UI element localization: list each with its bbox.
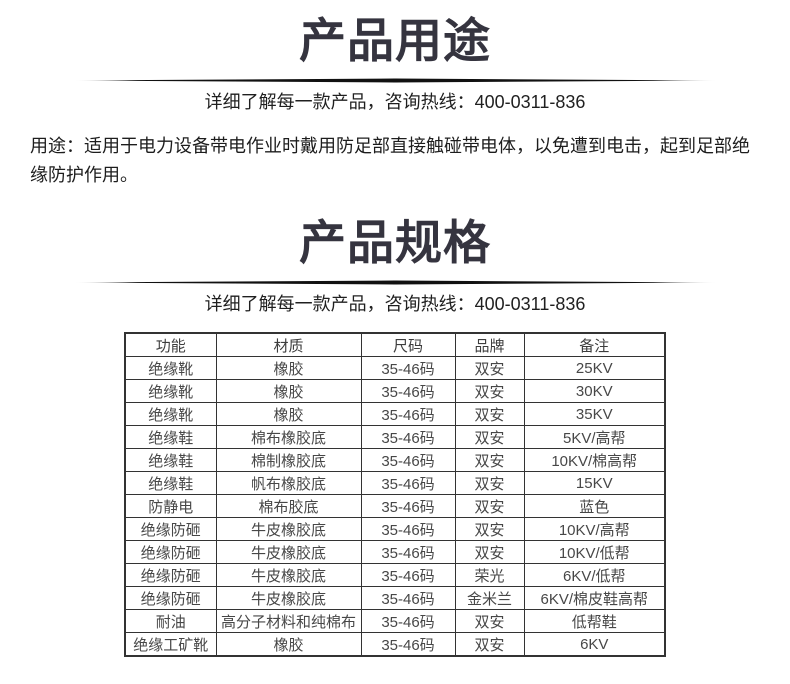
table-cell: 棉布橡胶底 [215,425,362,449]
table-header-row: 功能 材质 尺码 品牌 备注 [124,332,666,357]
usage-section-title: 产品用途 [299,14,491,67]
table-cell: 35-46码 [360,632,456,657]
table-cell: 防静电 [124,494,217,518]
table-cell: 低帮鞋 [523,609,666,633]
table-cell: 绝缘靴 [124,402,217,426]
table-cell: 牛皮橡胶底 [215,586,362,610]
table-header-cell: 功能 [124,332,217,357]
table-header-cell: 备注 [523,332,666,357]
table-cell: 35-46码 [360,494,456,518]
table-cell: 绝缘防砸 [124,540,217,564]
table-cell: 35KV [523,402,666,426]
table-cell: 双安 [454,425,525,449]
table-row: 绝缘鞋 棉布橡胶底 35-46码 双安 5KV/高帮 [124,425,666,449]
specs-section-title: 产品规格 [299,216,491,269]
table-cell: 绝缘鞋 [124,425,217,449]
spec-table: 功能 材质 尺码 品牌 备注 绝缘靴 橡胶 35-46码 双安 25KV 绝缘靴 橡胶 35-46码双… [124,332,666,657]
table-cell: 35-46码 [360,379,456,403]
table-cell: 荣光 [454,563,525,587]
table-row: 绝缘靴 橡胶 35-46码 双安 35KV [124,402,666,426]
table-cell: 双安 [454,494,525,518]
table-cell: 绝缘防砸 [124,517,217,541]
table-cell: 橡胶 [215,356,362,380]
table-row: 绝缘防砸 牛皮橡胶底 35-46码 双安 10KV/低帮 [124,540,666,564]
divider-line-graphic [72,78,718,83]
table-cell: 绝缘靴 [124,356,217,380]
table-row: 绝缘防砸 牛皮橡胶底 35-46码 双安 10KV/高帮 [124,517,666,541]
table-row: 绝缘靴 橡胶 35-46码 双安 30KV [124,379,666,403]
table-cell: 橡胶 [215,379,362,403]
table-cell: 双安 [454,632,525,657]
table-header-cell: 材质 [215,332,362,357]
table-row: 绝缘防砸 牛皮橡胶底 35-46码 金米兰 6KV/棉皮鞋高帮 [124,586,666,610]
specs-contact-line: 详细了解每一款产品，咨询热线：400-0311-836 [204,294,586,314]
table-cell: 双安 [454,471,525,495]
table-row: 绝缘鞋 帆布橡胶底 35-46码 双安 15KV [124,471,666,495]
table-cell: 高分子材料和纯棉布 [215,609,362,633]
tapered-divider [0,78,790,83]
tapered-divider [0,280,790,285]
table-cell: 35-46码 [360,609,456,633]
table-row: 绝缘靴 橡胶 35-46码 双安 25KV [124,356,666,380]
table-cell: 35-46码 [360,448,456,472]
table-header-cell: 尺码 [360,332,456,357]
table-cell: 6KV/低帮 [523,563,666,587]
spec-table-body: 绝缘靴 橡胶 35-46码 双安 25KV 绝缘靴 橡胶 35-46码 双安 30KV 绝缘靴 橡胶 3… [124,356,666,657]
table-cell: 双安 [454,356,525,380]
table-cell: 耐油 [124,609,217,633]
table-cell: 双安 [454,517,525,541]
table-cell: 双安 [454,448,525,472]
table-header-cell: 品牌 [454,332,525,357]
usage-contact-line: 详细了解每一款产品，咨询热线：400-0311-836 [204,92,586,112]
table-row: 防静电 棉布胶底 35-46码 双安 蓝色 [124,494,666,518]
table-cell: 金米兰 [454,586,525,610]
table-row: 耐油 高分子材料和纯棉布 35-46码 双安 低帮鞋 [124,609,666,633]
table-cell: 6KV/棉皮鞋高帮 [523,586,666,610]
table-cell: 5KV/高帮 [523,425,666,449]
table-cell: 35-46码 [360,540,456,564]
table-cell: 35-46码 [360,586,456,610]
table-cell: 10KV/低帮 [523,540,666,564]
table-cell: 10KV/棉高帮 [523,448,666,472]
table-cell: 35-46码 [360,471,456,495]
usage-description: 用途：适用于电力设备带电作业时戴用防足部直接触碰带电体，以免遭到电击，起到足部绝… [30,136,750,185]
table-cell: 橡胶 [215,632,362,657]
table-cell: 帆布橡胶底 [215,471,362,495]
table-row: 绝缘工矿靴 橡胶 35-46码 双安 6KV [124,632,666,657]
table-cell: 35-46码 [360,563,456,587]
table-cell: 双安 [454,540,525,564]
table-cell: 35-46码 [360,517,456,541]
table-cell: 35-46码 [360,402,456,426]
table-cell: 30KV [523,379,666,403]
table-row: 绝缘防砸 牛皮橡胶底 35-46码 荣光 6KV/低帮 [124,563,666,587]
table-cell: 绝缘鞋 [124,448,217,472]
table-cell: 15KV [523,471,666,495]
section-usage: 产品用途 详细了解每一款产品，咨询热线：400-0311-836 用途：适用于电… [0,0,790,190]
table-cell: 橡胶 [215,402,362,426]
table-cell: 牛皮橡胶底 [215,563,362,587]
section-specs: 产品规格 详细了解每一款产品，咨询热线：400-0311-836 功能 材质 尺码品… [0,190,790,657]
table-cell: 绝缘鞋 [124,471,217,495]
table-cell: 双安 [454,402,525,426]
table-cell: 绝缘工矿靴 [124,632,217,657]
table-cell: 双安 [454,609,525,633]
table-cell: 牛皮橡胶底 [215,540,362,564]
table-cell: 绝缘防砸 [124,563,217,587]
table-cell: 绝缘靴 [124,379,217,403]
table-cell: 6KV [523,632,666,657]
divider-line-graphic [72,280,718,285]
table-cell: 10KV/高帮 [523,517,666,541]
table-cell: 25KV [523,356,666,380]
table-cell: 棉制橡胶底 [215,448,362,472]
table-cell: 绝缘防砸 [124,586,217,610]
table-row: 绝缘鞋 棉制橡胶底 35-46码 双安 10KV/棉高帮 [124,448,666,472]
table-cell: 蓝色 [523,494,666,518]
table-cell: 棉布胶底 [215,494,362,518]
table-cell: 牛皮橡胶底 [215,517,362,541]
table-cell: 35-46码 [360,356,456,380]
table-cell: 双安 [454,379,525,403]
table-cell: 35-46码 [360,425,456,449]
